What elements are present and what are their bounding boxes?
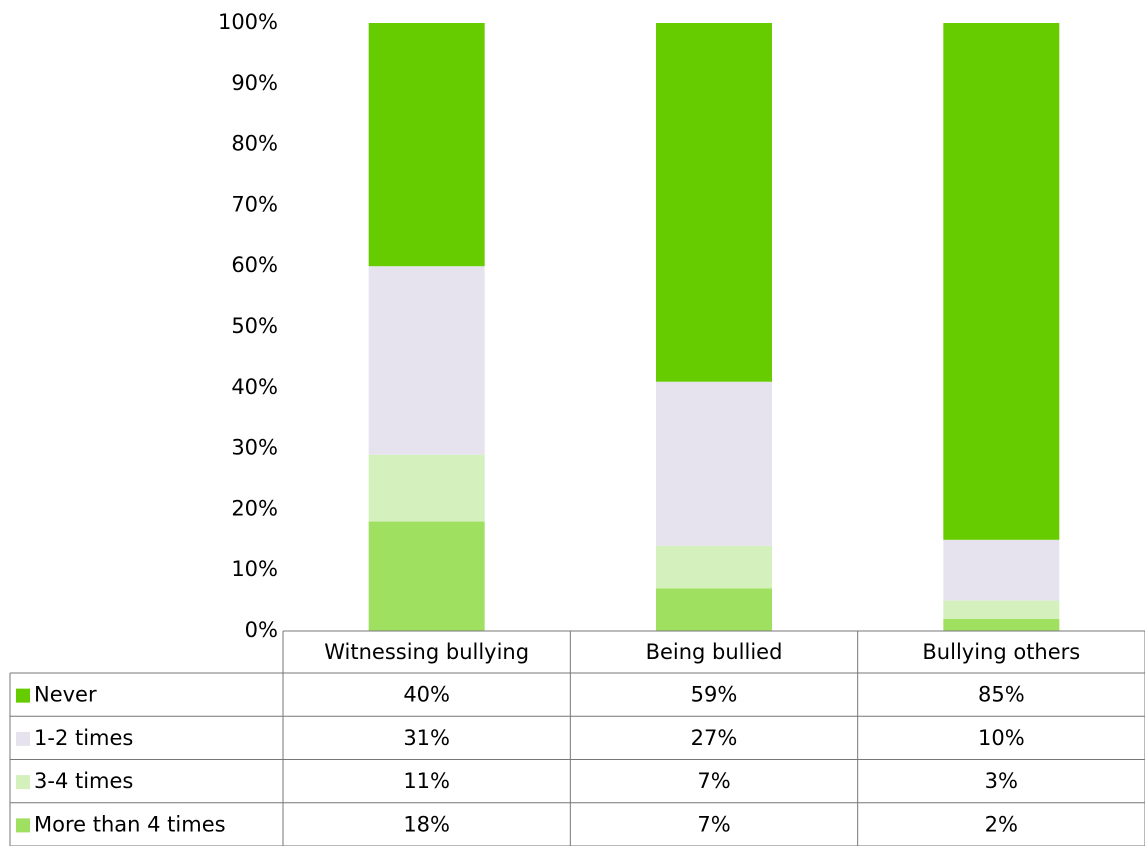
y-tick-label: 80%	[231, 132, 278, 156]
bar-segment	[656, 381, 772, 546]
table-cell: 10%	[978, 726, 1025, 750]
row-label: Never	[34, 683, 97, 707]
bar-segment	[656, 545, 772, 589]
legend-key	[16, 775, 30, 790]
table-cell: 59%	[691, 683, 738, 707]
legend-key	[16, 818, 30, 833]
y-tick-label: 50%	[231, 314, 278, 338]
y-tick-label: 20%	[231, 496, 278, 520]
legend-key	[16, 688, 30, 703]
column-header: Being bullied	[646, 640, 783, 664]
y-tick-label: 100%	[218, 10, 278, 34]
legend-key	[16, 731, 30, 746]
y-tick-label: 10%	[231, 557, 278, 581]
bar-segment	[943, 618, 1060, 631]
table-cell: 31%	[403, 726, 450, 750]
table-cell: 18%	[403, 812, 450, 836]
table-cell: 7%	[697, 812, 730, 836]
row-label: 3-4 times	[34, 769, 133, 793]
table-cell: 40%	[403, 683, 450, 707]
bar-segment	[368, 23, 485, 267]
bar-segment	[943, 23, 1060, 540]
bar-segment	[656, 588, 772, 631]
table-cell: 11%	[403, 769, 450, 793]
table-cell: 27%	[691, 726, 738, 750]
y-tick-label: 90%	[231, 71, 278, 95]
column-header: Bullying others	[922, 640, 1080, 664]
y-tick-label: 40%	[231, 375, 278, 399]
bar-segment	[943, 539, 1060, 601]
row-label: 1-2 times	[34, 726, 133, 750]
column-header: Witnessing bullying	[324, 640, 529, 664]
bar-segment	[368, 266, 485, 455]
bar-segment	[368, 521, 485, 631]
row-label: More than 4 times	[34, 812, 226, 836]
table-cell: 3%	[985, 769, 1018, 793]
y-tick-label: 60%	[231, 253, 278, 277]
y-tick-label: 70%	[231, 192, 278, 216]
table-cell: 2%	[985, 812, 1018, 836]
table-cell: 85%	[978, 683, 1025, 707]
bar-segment	[943, 600, 1060, 619]
y-tick-label: 0%	[245, 618, 278, 642]
bar-segment	[656, 23, 772, 382]
table-cell: 7%	[697, 769, 730, 793]
y-tick-label: 30%	[231, 436, 278, 460]
bar-segment	[368, 454, 485, 522]
